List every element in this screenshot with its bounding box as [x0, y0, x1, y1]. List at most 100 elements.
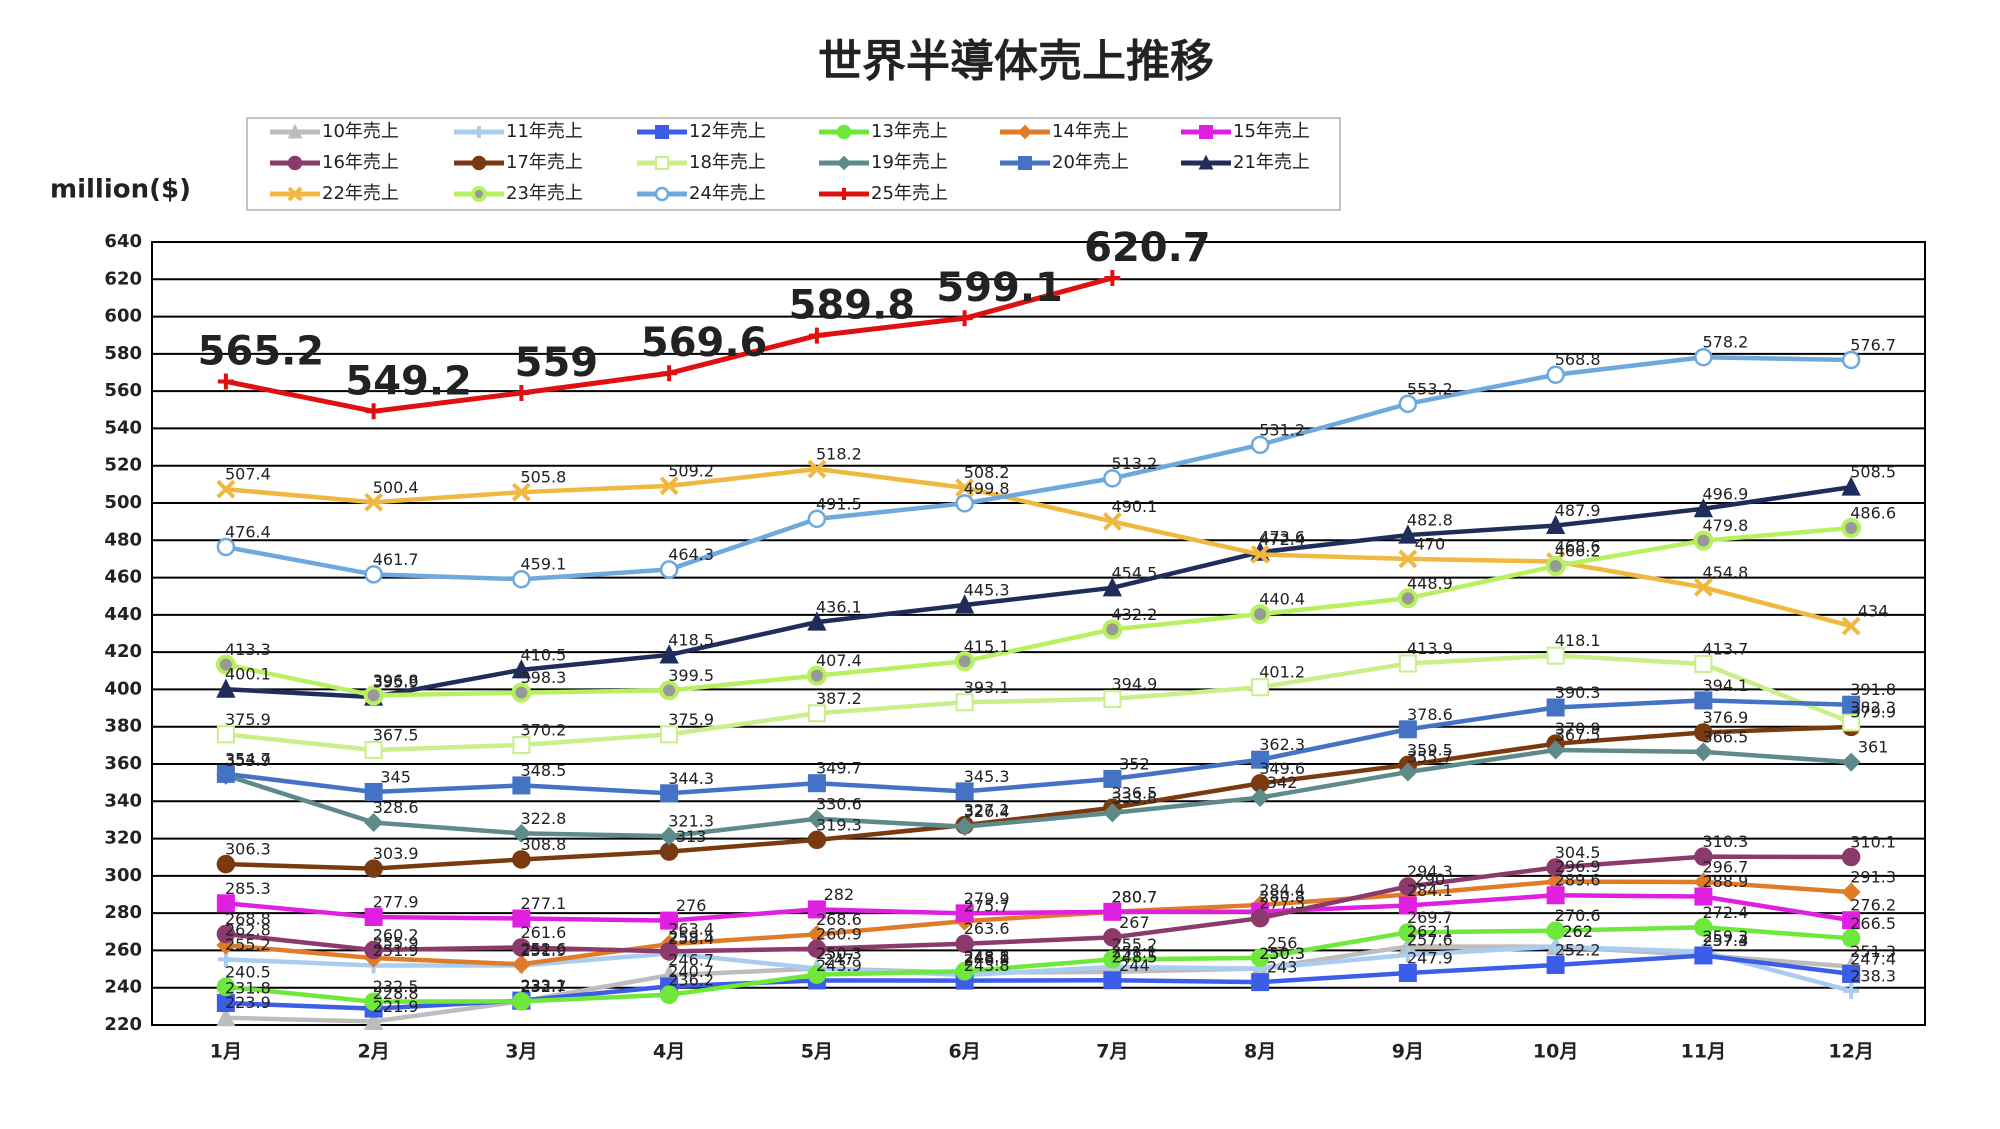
series-line — [225, 854, 1852, 954]
data-label: 349.7 — [816, 759, 862, 778]
data-label: 486.6 — [1850, 503, 1896, 522]
data-label: 445.3 — [964, 580, 1010, 599]
data-label: 246.7 — [668, 951, 714, 970]
marker — [1694, 654, 1713, 673]
data-label: 491.5 — [816, 494, 862, 513]
data-label: 327.2 — [964, 801, 1010, 820]
marker — [1250, 788, 1270, 808]
data-label: 470 — [1415, 534, 1446, 553]
data-label: 454.8 — [1702, 563, 1748, 582]
marker — [1102, 619, 1123, 640]
data-label: 285.3 — [225, 879, 271, 898]
data-label: 328.6 — [373, 798, 419, 817]
marker — [1841, 882, 1861, 902]
marker — [1693, 742, 1713, 762]
data-label: 272.4 — [1702, 903, 1748, 922]
y-tick-label: 620 — [104, 268, 142, 289]
legend-box — [246, 117, 1341, 211]
legend-label: 21年売上 — [1233, 152, 1310, 173]
marker — [287, 155, 303, 171]
data-label: 418.5 — [668, 630, 714, 649]
marker — [1398, 762, 1418, 782]
data-label: 243.9 — [816, 956, 862, 975]
data-label: 252.6 — [520, 940, 566, 959]
marker — [954, 651, 975, 672]
marker — [512, 569, 531, 589]
data-label: 464.3 — [668, 545, 714, 564]
marker — [660, 911, 679, 930]
y-tick-label: 540 — [104, 417, 142, 438]
legend-label: 17年売上 — [506, 152, 583, 173]
data-label: 310.3 — [1702, 832, 1748, 851]
series-line — [225, 747, 1852, 839]
marker — [660, 725, 679, 744]
y-tick-label: 500 — [104, 492, 142, 513]
data-label: 367.5 — [1555, 726, 1601, 745]
data-label: 255.2 — [225, 935, 271, 954]
data-label: 262.8 — [225, 921, 271, 940]
marker — [1841, 350, 1861, 370]
data-label: 240.7 — [668, 962, 714, 981]
data-label: 342 — [1267, 773, 1298, 792]
marker — [807, 900, 826, 919]
marker — [955, 904, 974, 923]
legend-label: 24年売上 — [689, 183, 766, 204]
data-label: 313 — [676, 827, 707, 846]
marker — [364, 940, 383, 960]
marker — [1398, 654, 1417, 673]
data-label: 531.2 — [1259, 420, 1305, 439]
marker — [807, 611, 827, 631]
data-label: 490.1 — [1111, 497, 1157, 516]
data-label: 256 — [1267, 933, 1298, 952]
x-tick-label: 1月 — [210, 1041, 242, 1063]
y-tick-label: 220 — [104, 1014, 142, 1035]
data-label: 505.8 — [520, 468, 566, 487]
marker — [217, 373, 234, 390]
data-label: 276 — [676, 896, 707, 915]
data-label: 262 — [1562, 922, 1593, 941]
data-label: 459.1 — [520, 555, 566, 574]
marker — [511, 823, 531, 843]
marker — [836, 124, 852, 140]
data-label: 267 — [1119, 913, 1150, 932]
series-line — [225, 892, 1852, 923]
data-label: 473.6 — [1259, 528, 1305, 547]
y-tick-label: 460 — [104, 567, 142, 588]
data-label: 361 — [1858, 738, 1889, 757]
y-tick-label: 640 — [104, 231, 142, 252]
data-label: 395.9 — [373, 673, 419, 692]
data-label: 247.9 — [1407, 948, 1453, 967]
marker — [807, 939, 827, 959]
marker — [216, 764, 235, 783]
marker — [1103, 971, 1122, 990]
marker — [1841, 476, 1861, 496]
data-label: 243.8 — [964, 956, 1010, 975]
marker — [1251, 750, 1270, 769]
data-label: 362.3 — [1259, 735, 1305, 754]
data-label: 336.5 — [1111, 783, 1157, 802]
marker — [1018, 156, 1032, 170]
marker — [1250, 604, 1271, 625]
marker — [1103, 469, 1122, 488]
marker — [1841, 616, 1861, 636]
marker — [1694, 918, 1713, 937]
data-label: 260.9 — [816, 924, 862, 943]
marker — [659, 476, 679, 496]
marker — [511, 659, 531, 679]
data-label: 468.6 — [1555, 537, 1601, 556]
data-label: 396.8 — [373, 671, 419, 690]
x-tick-label: 6月 — [949, 1041, 981, 1063]
data-label: 508.5 — [1850, 463, 1896, 482]
data-label: 248.5 — [1111, 947, 1157, 966]
data-label: 367.5 — [373, 726, 419, 745]
marker — [1398, 963, 1417, 982]
data-label: 553.2 — [1407, 379, 1453, 398]
data-label: 321.3 — [668, 812, 714, 831]
data-label: 257.6 — [1407, 930, 1453, 949]
data-label: 418.1 — [1555, 631, 1601, 650]
y-tick-label: 360 — [104, 753, 142, 774]
data-label: 262 — [1562, 922, 1593, 941]
data-label: 379.9 — [1850, 702, 1896, 721]
marker — [1546, 740, 1566, 760]
